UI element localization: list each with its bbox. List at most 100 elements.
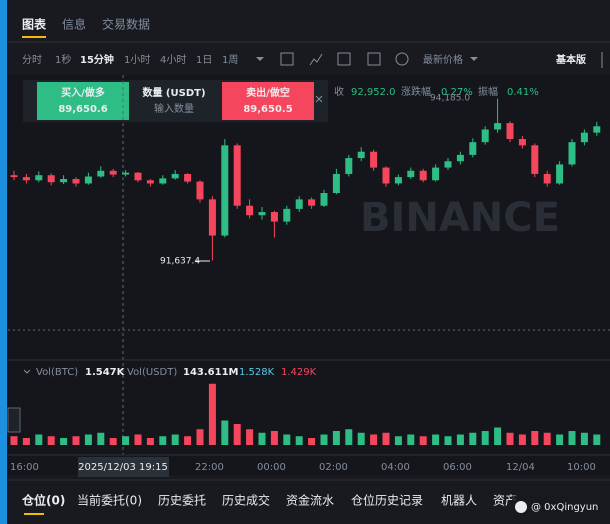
user-watermark: @ 0xQingyun [531,502,598,513]
candle-body [382,167,390,184]
interval[interactable]: 分时 [22,54,42,66]
buy-price: 89,650.6 [58,104,107,115]
volume-bar [394,436,402,445]
candle-body [580,132,588,143]
volume-bar [47,436,55,445]
price-mode[interactable]: 最新价格 [423,53,463,66]
vol-ma: 1.528K [239,367,275,378]
volume-bar [407,434,415,445]
volume-bar [10,436,18,445]
volume-bar [84,434,92,445]
bottom-tab[interactable]: 仓位历史记录 [351,493,423,508]
candle-body [407,170,415,178]
volume-bar [171,434,179,445]
dropdown-icon[interactable] [256,57,264,61]
x-tick-label: 04:00 [381,462,410,473]
volume-bar [72,436,80,445]
candle-body [84,176,92,184]
candle-body [531,145,539,174]
sell-button[interactable] [222,82,314,120]
vol-label: Vol(BTC) [36,367,78,378]
user-badge-bg [512,496,610,518]
chart-area [8,75,610,475]
x-tick-label: 22:00 [195,462,224,473]
candle-body [109,170,117,175]
legend-label: 收 [334,85,344,98]
volume-bar [506,432,514,445]
bottom-tab[interactable]: 资产 [493,494,517,508]
legend-value: 0.41% [507,87,539,98]
side-handle[interactable] [7,407,21,433]
candle-body [221,145,229,236]
candle-body [494,123,502,130]
volume-bar [419,436,427,445]
qty-input[interactable]: 输入数量 [154,102,194,115]
candle-body [159,178,167,184]
volume-bar [270,431,278,445]
volume-bar [332,431,340,445]
tab[interactable]: 信息 [62,17,86,32]
x-tick-label: 16:00 [10,462,39,473]
candle-body [332,173,340,193]
legend-value: 92,952.0 [351,87,396,98]
volume-bar [432,434,440,445]
dropdown-icon[interactable] [470,57,478,61]
interval[interactable]: 1日 [196,55,212,66]
candle-body [568,142,576,165]
vol-label: Vol(USDT) [127,367,177,378]
interval[interactable]: 1小时 [124,54,150,66]
buy-button[interactable] [37,82,129,120]
bottom-tab[interactable]: 历史成交 [222,493,270,508]
order-panel: 买入/做多 89,650.6 数量 (USDT) 输入数量 卖出/做空 89,6… [23,80,328,122]
bottom-tab[interactable]: 机器人 [441,494,477,508]
close-icon[interactable] [315,95,323,103]
tab[interactable]: 图表 [22,17,47,32]
collapse-icon[interactable] [23,369,31,374]
candle-body [469,142,477,155]
volume-bar [122,436,130,445]
bottom-tab[interactable]: 仓位(0) [21,493,65,508]
candle-body [456,154,464,162]
candle-body [320,193,328,206]
sell-label: 卖出/做空 [246,86,290,99]
volume-bar [221,420,229,445]
interval[interactable]: 4小时 [160,54,186,66]
bottom-tab[interactable]: 历史委托 [158,494,206,508]
volume-bar [283,434,291,445]
volume-bar [208,383,216,445]
volume-bar [60,438,68,445]
candle-body [543,173,551,184]
candle-body [308,199,316,206]
volume-bar [159,436,167,445]
candle-body [556,164,564,184]
tool-icon[interactable] [309,53,323,66]
volume-bar [97,432,105,445]
high-annotation: 94,185.0 [430,94,470,104]
interval[interactable]: 1周 [222,54,238,66]
candle-body [146,180,154,184]
interval[interactable]: 1秒 [55,53,71,66]
candles [10,98,601,445]
tool-icon[interactable] [367,52,381,66]
x-tick-label: 00:00 [257,462,286,473]
volume-bar [258,432,266,445]
volume-bar [146,438,154,445]
volume-bar [184,436,192,445]
sell-price: 89,650.5 [243,104,292,115]
tool-icon[interactable] [337,52,351,66]
candle-body [481,129,489,143]
bottom-tab[interactable]: 当前委托(0) [77,493,142,508]
tool-icon[interactable] [280,52,294,66]
candle-body [60,179,68,183]
candle-body [22,177,30,181]
version[interactable]: 基本版 [555,53,586,66]
bottom-tab[interactable]: 资金流水 [286,493,334,508]
tool-icon[interactable] [395,52,409,66]
volume-bar [568,431,576,445]
interval[interactable]: 15分钟 [80,53,114,66]
volume-bar [246,429,254,445]
volume-bar [233,424,241,445]
candle-body [345,158,353,174]
tab[interactable]: 交易数据 [102,17,150,32]
volume-bar [308,438,316,445]
